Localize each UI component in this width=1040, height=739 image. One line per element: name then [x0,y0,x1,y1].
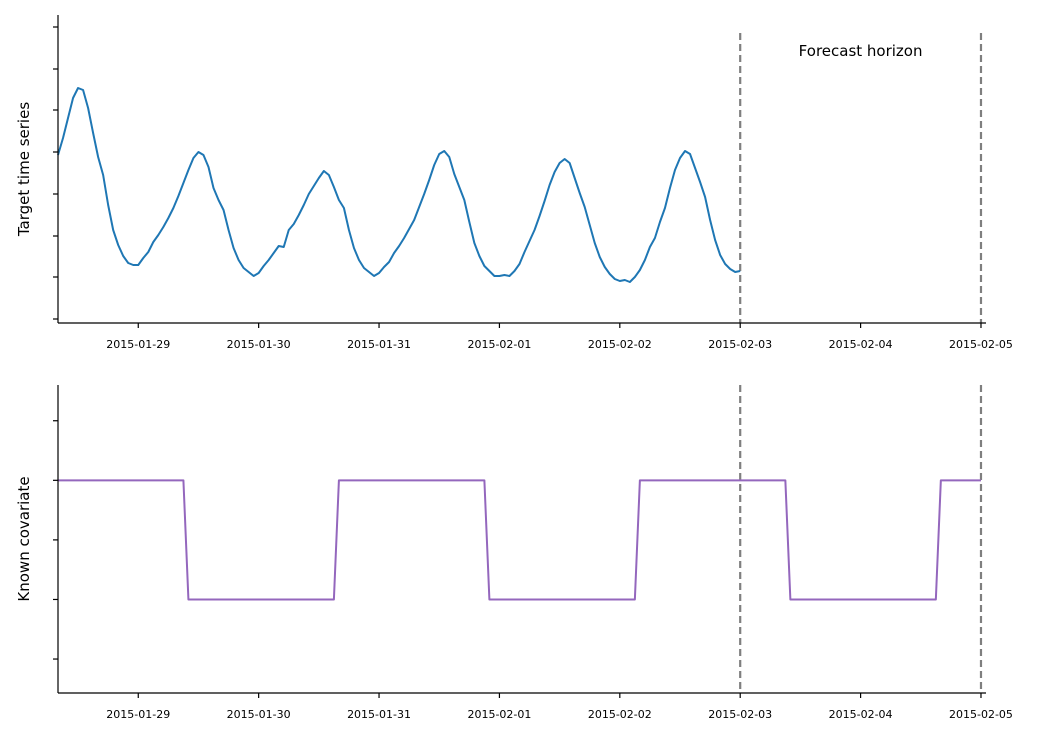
y-axis-label: Target time series [15,102,33,237]
x-tick-label: 2015-02-03 [708,708,772,721]
x-tick-label: 2015-01-31 [347,708,411,721]
series-line [57,87,741,283]
x-tick-label: 2015-02-05 [949,338,1013,351]
x-tick-label: 2015-01-30 [227,708,291,721]
x-tick-label: 2015-02-01 [467,708,531,721]
x-tick-label: 2015-01-31 [347,338,411,351]
annotation: Forecast horizon [799,42,923,60]
x-tick-label: 2015-02-05 [949,708,1013,721]
x-tick-label: 2015-01-30 [227,338,291,351]
x-tick-label: 2015-02-01 [467,338,531,351]
x-tick-label: 2015-02-02 [588,708,652,721]
y-axis-label: Known covariate [15,476,33,601]
x-tick-label: 2015-02-04 [829,708,893,721]
x-tick-label: 2015-01-29 [106,708,170,721]
x-tick-label: 2015-02-02 [588,338,652,351]
x-tick-label: 2015-02-03 [708,338,772,351]
series-line [58,479,981,601]
x-tick-label: 2015-01-29 [106,338,170,351]
x-tick-label: 2015-02-04 [829,338,893,351]
